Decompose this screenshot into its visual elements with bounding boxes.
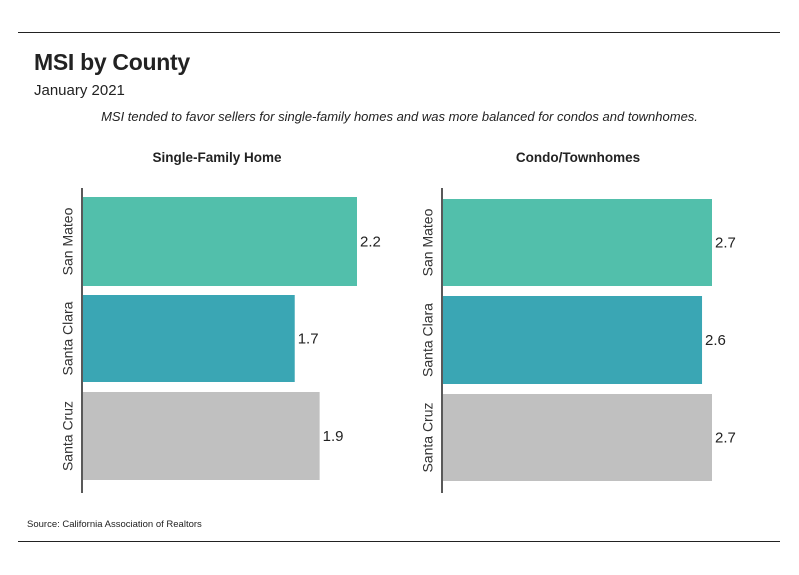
category-label-san-mateo-2: San Mateo [420,208,436,276]
bar-santa-clara-1 [83,295,295,382]
value-label-san-mateo-2: 2.7 [715,235,736,252]
source-note: Source: California Association of Realto… [27,519,202,530]
value-label-santa-clara-1: 1.7 [298,331,319,348]
panel-title-1: Single-Family Home [152,150,282,165]
value-label-santa-clara-2: 2.6 [705,332,726,349]
category-label-santa-clara-2: Santa Clara [420,303,436,377]
category-label-santa-cruz-1: Santa Cruz [60,401,76,471]
top-rule [18,32,780,33]
chart-subtitle: January 2021 [34,82,125,99]
value-label-santa-cruz-1: 1.9 [323,428,344,445]
category-label-santa-cruz-2: Santa Cruz [420,402,436,472]
bar-san-mateo-1 [83,197,357,286]
chart-note: MSI tended to favor sellers for single-f… [101,109,698,124]
value-label-santa-cruz-2: 2.7 [715,430,736,447]
bottom-rule [18,541,780,542]
panel-title-2: Condo/Townhomes [516,150,640,165]
value-label-san-mateo-1: 2.2 [360,234,381,251]
chart-title: MSI by County [34,49,190,75]
bar-san-mateo-2 [443,199,712,286]
bar-santa-cruz-2 [443,394,712,481]
category-label-santa-clara-1: Santa Clara [60,301,76,375]
bar-santa-clara-2 [443,296,703,384]
bar-santa-cruz-1 [83,392,320,480]
category-label-san-mateo-1: San Mateo [60,207,76,275]
